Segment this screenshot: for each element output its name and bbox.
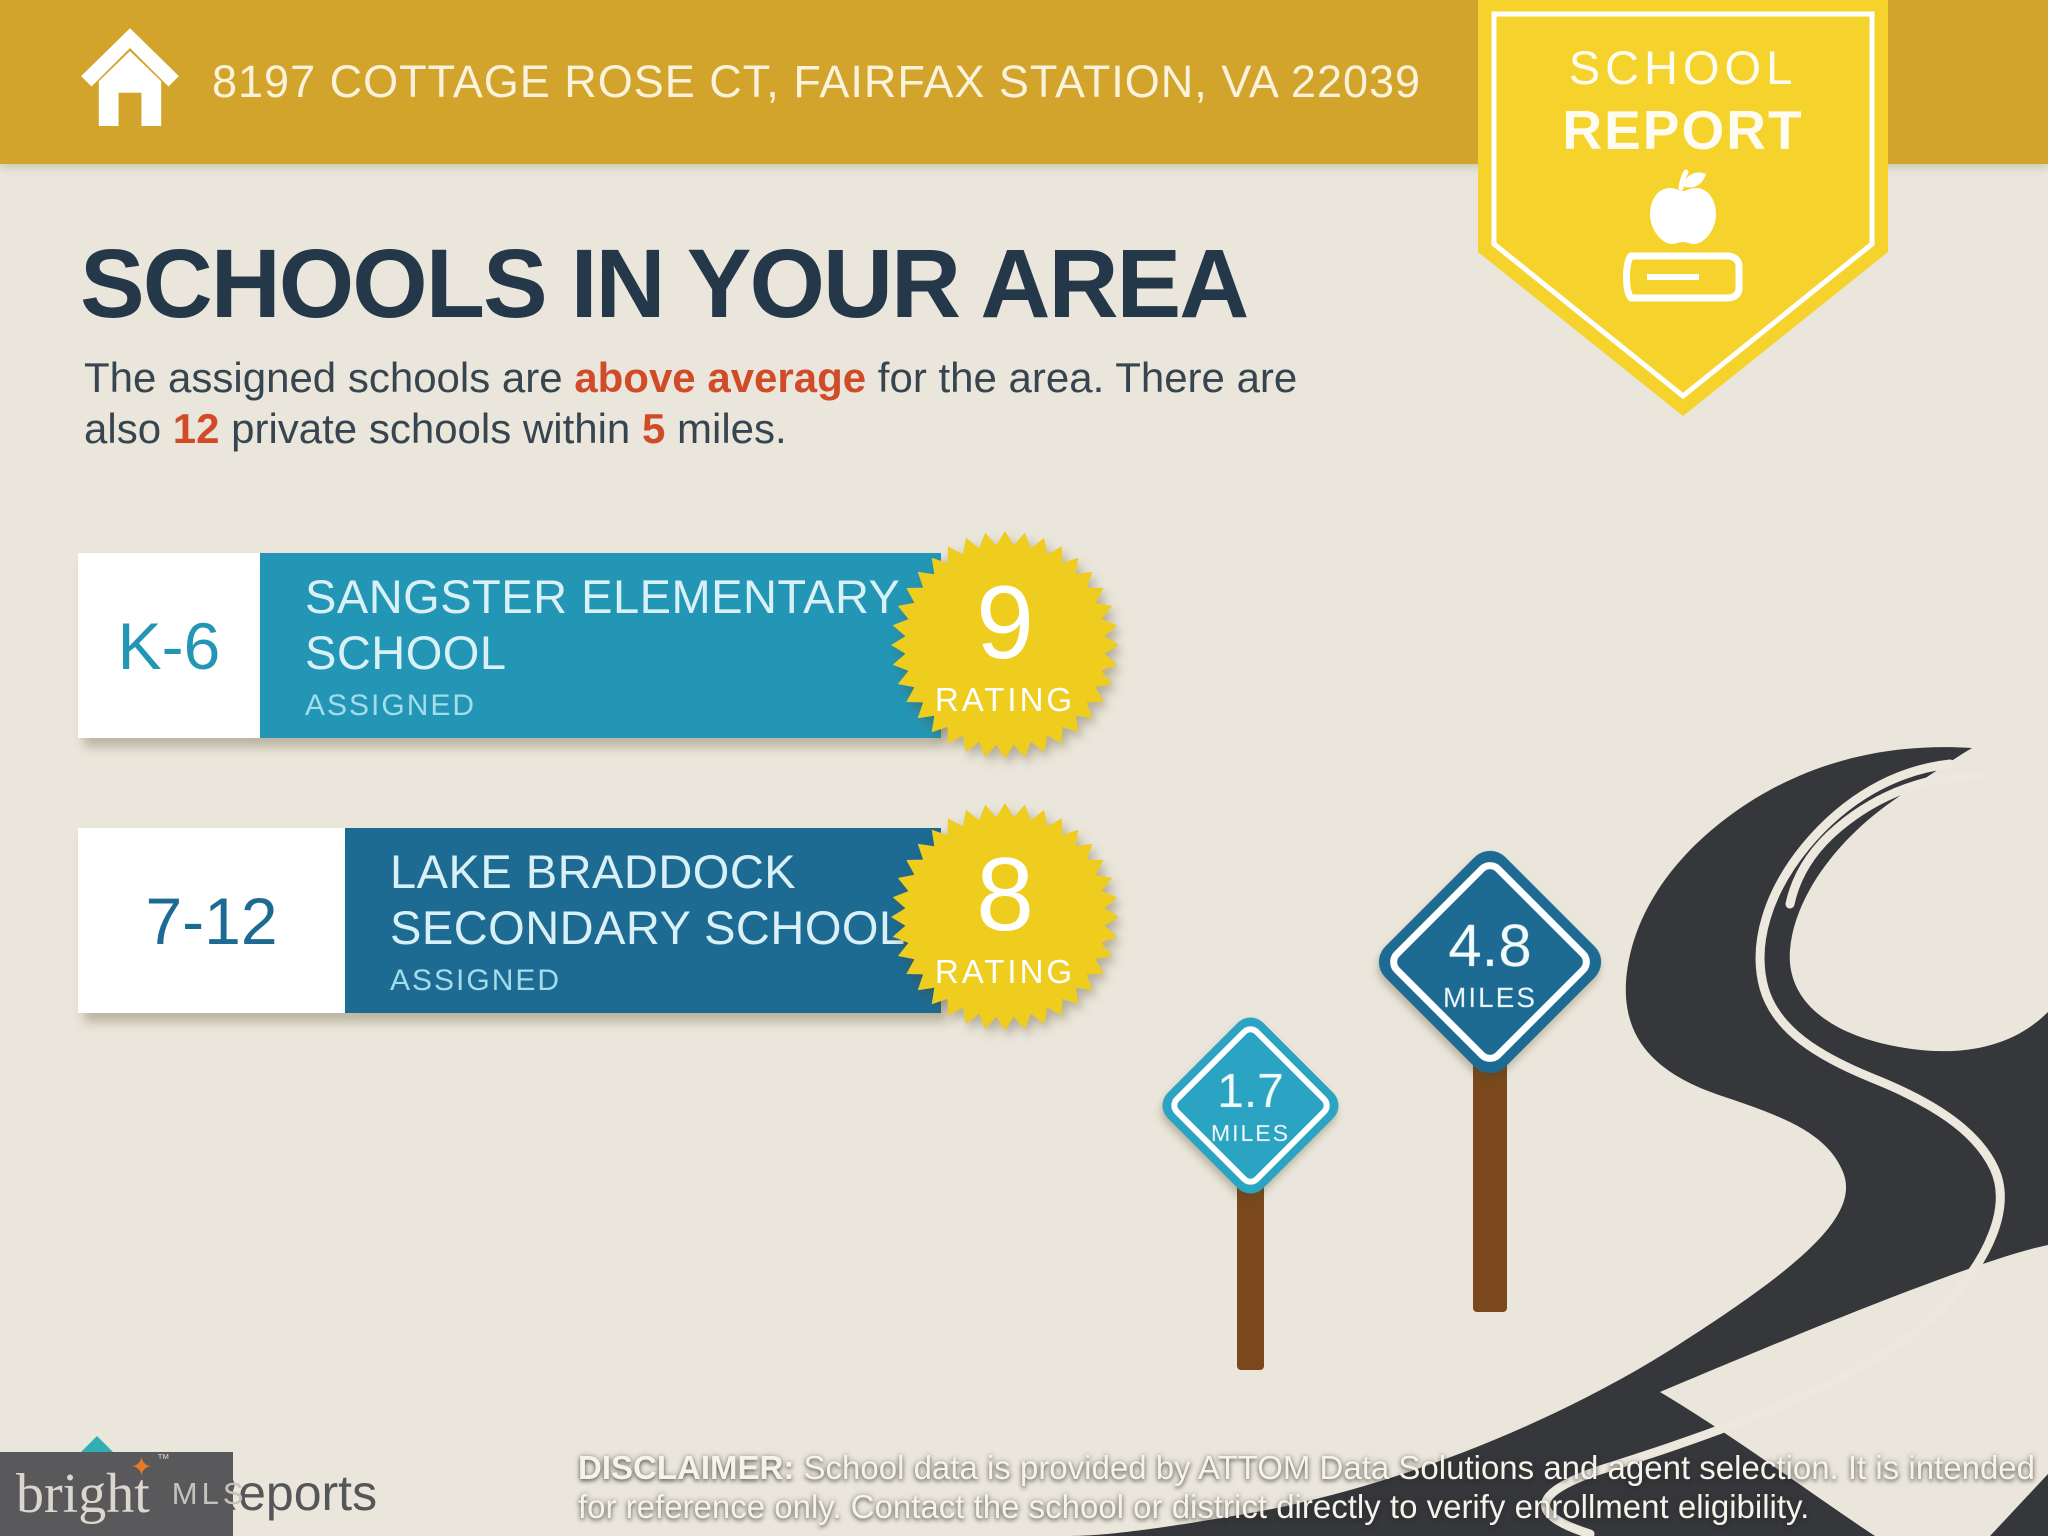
brand-suffix: MLS <box>171 1476 248 1511</box>
roof-icon <box>80 1436 114 1453</box>
sign-distance: 1.7 <box>1217 1065 1284 1118</box>
road-body <box>1070 747 2048 1536</box>
school-name: SANGSTER ELEMENTARY SCHOOL <box>305 569 901 679</box>
highlight-private-school-count: 12 <box>172 405 220 452</box>
apple-icon <box>1650 169 1716 244</box>
road-corner <box>1990 1474 2048 1536</box>
rating-value: 9 <box>976 565 1034 681</box>
sign-unit: MILES <box>1210 1120 1291 1146</box>
grade-range: K-6 <box>117 608 221 683</box>
starburst-icon <box>891 531 1119 759</box>
trademark-symbol: ™ <box>156 1451 170 1466</box>
assignment-status: ASSIGNED <box>305 688 477 722</box>
school-bar-elementary: SANGSTER ELEMENTARY SCHOOL ASSIGNED <box>260 553 941 738</box>
school-name: LAKE BRADDOCK SECONDARY SCHOOL <box>390 844 906 954</box>
rating-label: RATING <box>934 681 1076 718</box>
road-sign-secondary-distance: 4.8 MILES <box>1369 841 1611 1083</box>
grade-range-box-elementary: K-6 <box>78 553 260 738</box>
home-icon <box>81 28 179 126</box>
rating-badge-elementary: 9 RATING <box>885 525 1125 765</box>
page-title: SCHOOLS IN YOUR AREA <box>80 229 1249 338</box>
sign-distance: 4.8 <box>1448 911 1532 979</box>
property-address: 8197 COTTAGE ROSE CT, FAIRFAX STATION, V… <box>212 56 1422 107</box>
highlight-above-average: above average <box>574 354 867 401</box>
sign-post <box>1237 1178 1264 1370</box>
road-edge-line <box>1541 759 2005 1536</box>
rating-badge-secondary: 8 RATING <box>885 797 1125 1037</box>
intro-line1: The assigned schools are above average f… <box>84 354 1298 401</box>
disclaimer-text: DISCLAIMER: School data is provided by A… <box>578 1448 2035 1526</box>
assignment-status: ASSIGNED <box>390 963 562 997</box>
four-point-star-icon: ✦ <box>130 1452 153 1482</box>
intro-line2: also 12 private schools within 5 miles. <box>84 405 787 452</box>
road-sign-elementary-distance: 1.7 MILES <box>1155 1010 1346 1201</box>
ribbon-title-line1: SCHOOL <box>1568 41 1798 94</box>
brand-wordmark: bright ✦ ™ <box>16 1451 170 1525</box>
ribbon-title-line2: REPORT <box>1562 99 1804 161</box>
bright-mls-logo: bright ✦ ™ MLS <box>0 1451 244 1536</box>
rating-value: 8 <box>976 837 1034 953</box>
book-icon <box>1623 252 1743 302</box>
rating-label: RATING <box>934 953 1076 990</box>
disclaimer-line2: for reference only. Contact the school o… <box>578 1488 1810 1525</box>
starburst-icon <box>891 803 1119 1031</box>
school-bar-secondary: LAKE BRADDOCK SECONDARY SCHOOL ASSIGNED <box>345 828 941 1013</box>
disclaimer-line1: DISCLAIMER: School data is provided by A… <box>578 1449 2036 1486</box>
grade-range-box-secondary: 7-12 <box>78 828 345 1013</box>
sign-unit: MILES <box>1442 981 1538 1013</box>
sign-post <box>1473 1048 1507 1312</box>
school-report-ribbon: SCHOOL REPORT <box>1478 0 1888 424</box>
road-edge-line-far <box>1785 771 1989 909</box>
highlight-radius-miles: 5 <box>641 405 666 452</box>
grade-range: 7-12 <box>145 883 278 958</box>
intro-paragraph: The assigned schools are above average f… <box>84 352 1297 454</box>
